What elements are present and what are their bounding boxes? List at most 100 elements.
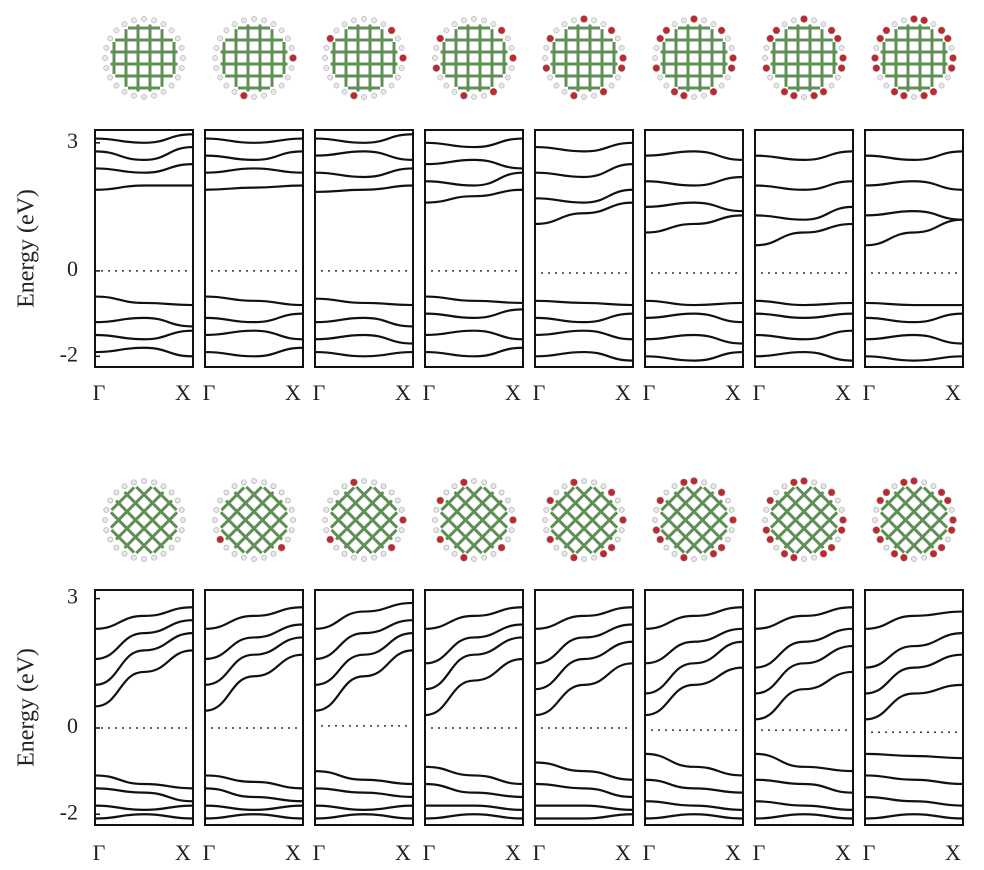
atom [168,544,175,551]
band-line [315,134,413,143]
atom [773,544,780,551]
panel [645,151,743,360]
band-line [95,318,193,327]
atom [325,535,335,545]
atom [663,544,670,551]
atom [664,83,669,88]
atom [652,55,657,60]
atom [240,92,247,99]
atom [288,506,295,513]
atom [499,83,504,88]
atom [600,88,607,95]
molecule-icon [745,461,864,580]
atom [580,477,587,484]
atom [710,88,717,95]
x-tick-label: Γ [643,380,656,405]
y-tick-label: 3 [67,128,78,153]
atom [599,549,609,559]
atom [571,18,576,23]
atom [948,515,958,525]
atom [102,55,107,60]
atom [122,22,127,27]
atom [104,65,109,70]
atom [718,27,725,34]
molecule-icon [85,461,203,579]
band-line [755,801,853,810]
atom [691,16,698,23]
atom [873,506,880,513]
atom [569,477,579,487]
atom [901,18,906,23]
panel [755,151,853,360]
atom [480,479,487,486]
x-tick-label: X [505,840,521,865]
band-line [95,348,193,357]
band-line [645,780,743,793]
band-line [645,203,743,212]
atom [279,28,284,33]
atom [679,477,689,487]
molecule-icon [762,16,846,100]
band-line [425,806,523,810]
atom [130,479,137,486]
x-tick-label: Γ [423,380,436,405]
atom [939,83,944,88]
band-line [755,814,853,818]
atom [768,75,773,80]
panel-frame [645,130,743,367]
atom [444,28,449,33]
atom [700,554,707,561]
atom [107,497,114,504]
x-tick-label: Γ [753,840,766,865]
molecule-icon [212,16,296,99]
atom [398,506,405,513]
atom [920,479,927,486]
band-line [755,301,853,305]
atom [773,27,780,34]
band-line [95,164,193,173]
y-tick-label: 0 [67,713,78,738]
atom [728,515,738,525]
molecule-icon [872,16,957,100]
band-line [315,603,413,629]
band-line [535,331,633,340]
atom [471,94,476,99]
atom [169,28,174,33]
x-tick-label: Γ [313,380,326,405]
band-line [425,784,523,797]
atom [875,496,885,506]
atom [131,93,136,98]
band-line [95,814,193,818]
x-tick-label: X [835,840,851,865]
atom [561,550,568,557]
x-tick-label: Γ [533,840,546,865]
x-tick-label: Γ [313,840,326,865]
band-line [535,190,633,203]
atom [672,22,677,27]
atom [883,27,890,34]
atom [821,22,826,27]
atom [691,94,696,99]
x-tick-label: X [175,380,191,405]
atom [911,94,916,99]
band-line [865,211,963,220]
atom [480,554,487,561]
atom [709,549,719,559]
atom [241,18,246,23]
band-line [95,806,193,810]
atom [811,18,816,23]
atom [789,477,799,487]
band-line [425,190,523,203]
atom [490,550,497,557]
atom [789,553,799,563]
atom [223,544,230,551]
atom [240,479,247,486]
atom [323,506,330,513]
panel [535,143,633,361]
atom [911,16,918,23]
atom [944,35,951,42]
atom [717,487,727,497]
atom [350,92,357,99]
atom [151,93,156,98]
atom [819,549,829,559]
